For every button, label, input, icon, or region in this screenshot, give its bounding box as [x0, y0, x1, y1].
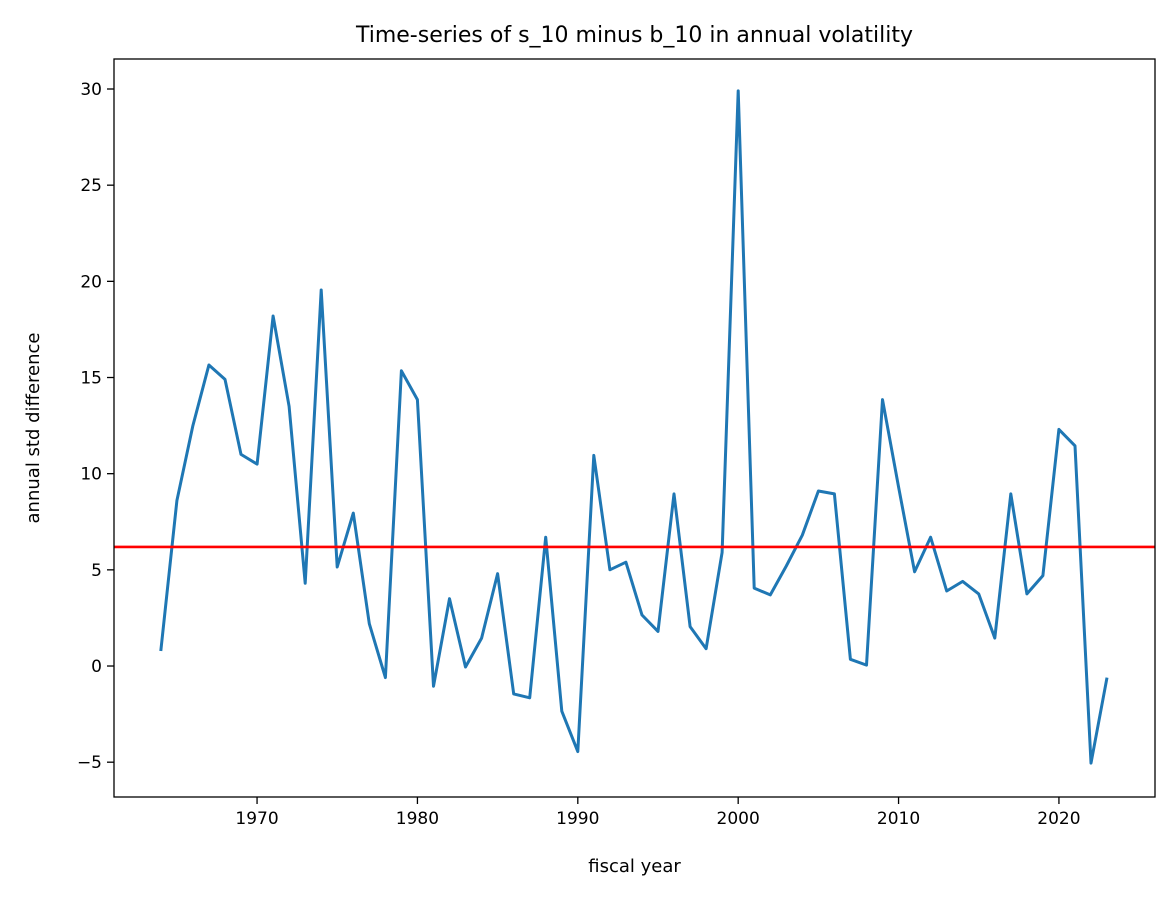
y-tick-label: 30	[80, 80, 102, 100]
x-tick-label: 2010	[877, 809, 920, 829]
x-tick-label: 1970	[235, 809, 278, 829]
y-tick-label: 5	[91, 561, 102, 581]
x-tick-label: 2000	[717, 809, 760, 829]
y-tick-label: 20	[80, 272, 102, 292]
x-axis: 1970 1980 1990 2000 2010 2020	[235, 797, 1081, 829]
series-line	[159, 89, 1109, 765]
chart-title: Time-series of s_10 minus b_10 in annual…	[355, 23, 913, 48]
y-axis-label: annual std difference	[23, 333, 44, 524]
y-tick-label: 25	[80, 176, 102, 196]
plot-area	[114, 89, 1155, 765]
y-axis: −5 0 5 10 15 20 25 30	[77, 80, 114, 773]
y-tick-label: 0	[91, 657, 102, 677]
plot-frame	[113, 58, 1156, 798]
x-tick-label: 2020	[1037, 809, 1080, 829]
y-tick-label: 10	[80, 465, 102, 485]
x-axis-label: fiscal year	[588, 856, 681, 877]
y-tick-label: 15	[80, 369, 102, 389]
x-tick-label: 1980	[396, 809, 439, 829]
x-tick-label: 1990	[556, 809, 599, 829]
y-tick-label: −5	[77, 753, 102, 773]
